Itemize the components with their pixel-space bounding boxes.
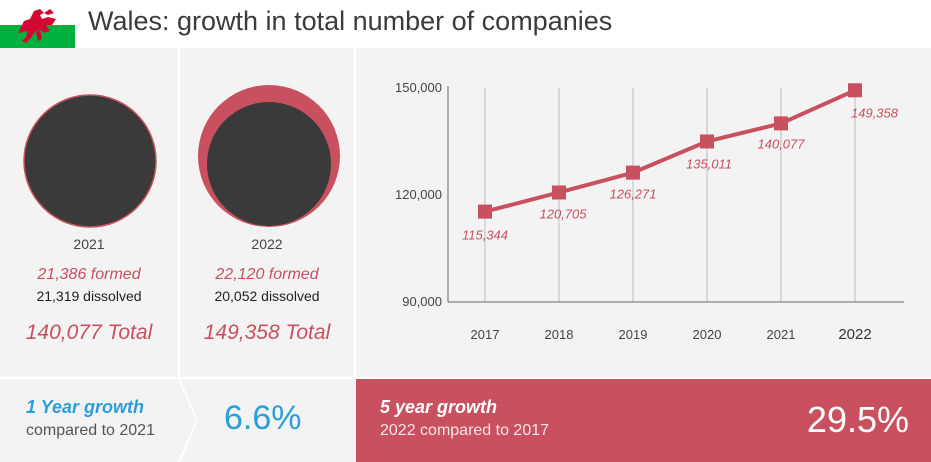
one-year-growth-card: 1 Year growth compared to 2021 6.6% <box>0 379 355 462</box>
bubble-chart-2021 <box>23 94 157 228</box>
formed-count: 21,386 formed <box>37 266 141 283</box>
y-tick-label: 90,000 <box>402 294 442 309</box>
dragon-icon <box>18 9 56 43</box>
one-year-growth-subtitle: compared to 2021 <box>26 422 155 439</box>
header: Wales: growth in total number of compani… <box>0 0 931 48</box>
data-point-2019 <box>626 165 640 180</box>
five-year-growth-card: 5 year growth 2022 compared to 2017 29.5… <box>356 379 931 462</box>
total-count: 140,077 Total <box>25 321 153 344</box>
x-tick-label: 2018 <box>545 327 574 342</box>
data-point-2021 <box>774 116 788 131</box>
x-tick-label: 2021 <box>767 327 796 342</box>
data-label-2022: 149,358 <box>851 105 899 120</box>
data-label-2017: 115,344 <box>462 228 508 243</box>
x-tick-label: 2020 <box>693 327 722 342</box>
year-card-2021: 2021 21,386 formed 21,319 dissolved 140,… <box>0 48 178 377</box>
line-chart: 90,000 120,000 150,000 2017 2018 2019 2020 2021… <box>395 80 904 343</box>
data-point-2017 <box>478 204 492 219</box>
data-label-2019: 126,271 <box>610 187 657 202</box>
data-label-2021: 140,077 <box>758 136 806 151</box>
data-point-2022 <box>848 83 862 98</box>
data-point-2018 <box>552 185 566 200</box>
wales-flag-icon <box>0 3 75 48</box>
five-year-growth-subtitle: 2022 compared to 2017 <box>380 422 550 439</box>
dissolved-count: 21,319 dissolved <box>36 288 142 304</box>
bubble-2022-dissolved <box>207 102 331 226</box>
data-point-2020 <box>700 134 714 149</box>
page-title: Wales: growth in total number of compani… <box>88 6 613 36</box>
x-tick-label: 2022 <box>838 326 871 343</box>
five-year-growth-title: 5 year growth <box>380 397 498 417</box>
y-tick-label: 120,000 <box>395 187 442 202</box>
growth-divider-arrow <box>178 379 198 462</box>
bubble-chart-2022 <box>198 85 340 227</box>
series-line-total-companies <box>484 88 856 214</box>
bubble-2021-dissolved <box>23 94 157 228</box>
data-label-2020: 135,011 <box>686 156 732 171</box>
data-label-2018: 120,705 <box>540 206 588 221</box>
formed-count: 22,120 formed <box>215 266 319 283</box>
year-label: 2022 <box>251 236 283 252</box>
five-year-growth-value: 29.5% <box>806 399 909 440</box>
x-tick-label: 2019 <box>619 327 648 342</box>
year-card-2022: 2022 22,120 formed 20,052 dissolved 149,… <box>180 48 354 377</box>
total-count: 149,358 Total <box>203 321 331 344</box>
dissolved-count: 20,052 dissolved <box>214 288 320 304</box>
line-chart-panel: 90,000 120,000 150,000 2017 2018 2019 2020 2021… <box>356 48 931 377</box>
x-tick-label: 2017 <box>471 327 500 342</box>
y-tick-label: 150,000 <box>395 80 442 95</box>
one-year-growth-title: 1 Year growth <box>26 397 145 417</box>
one-year-growth-value: 6.6% <box>224 399 302 437</box>
year-label: 2021 <box>73 236 105 252</box>
